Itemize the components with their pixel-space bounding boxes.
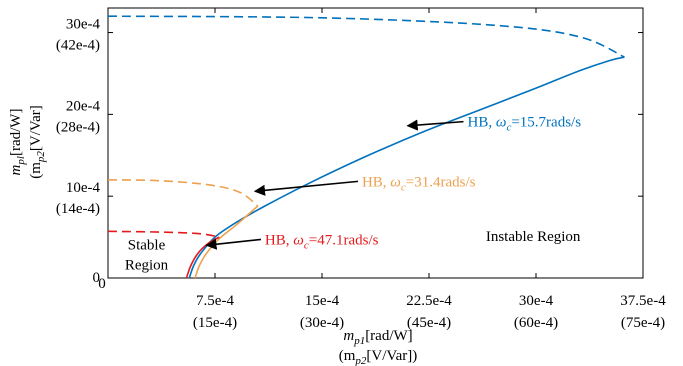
ticks-layer: 0 7.5e-4 (15e-4) 15e-4 (30e-4) 22.5e-4 (45e-4)… bbox=[56, 8, 666, 331]
y-tick-label: 0 bbox=[93, 270, 101, 286]
region-label-0: Stable bbox=[128, 237, 166, 253]
x-tick-label: 30e-4 bbox=[519, 293, 554, 309]
series-1-solid-line bbox=[194, 205, 259, 279]
annotation-arrow-2 bbox=[205, 238, 262, 250]
y-tick-label: 30e-4 bbox=[66, 17, 101, 33]
x-axis-label-alt: (mp2[V/Var]) bbox=[339, 348, 417, 366]
y-tick-sublabel: (14e-4) bbox=[56, 201, 100, 217]
annotations: HB, ωc=15.7rads/s HB, ωc=31.4rads/s HB, ωc… bbox=[125, 115, 581, 274]
series-0-solid-line bbox=[188, 56, 625, 279]
x-tick-sublabel: (15e-4) bbox=[193, 315, 237, 331]
y-tick-sublabel: (28e-4) bbox=[56, 119, 100, 135]
x-tick-sublabel: (60e-4) bbox=[514, 315, 558, 331]
series-1-dashed-line bbox=[107, 179, 259, 207]
x-tick-sublabel: (30e-4) bbox=[300, 315, 344, 331]
x-axis-label: mp1[rad/W] bbox=[343, 328, 412, 347]
y-axis-label: mpl[rad/W] bbox=[8, 109, 27, 176]
annotation-label-0: HB, ωc=15.7rads/s bbox=[468, 115, 582, 134]
x-tick-label: 7.5e-4 bbox=[196, 293, 234, 309]
x-tick-sublabel: (75e-4) bbox=[621, 315, 665, 331]
y-axis-label-alt: (mp2[V/Var] bbox=[28, 105, 47, 179]
x-tick-label: 15e-4 bbox=[305, 293, 340, 309]
x-tick-sublabel: (45e-4) bbox=[407, 315, 451, 331]
plot-frame bbox=[107, 7, 644, 279]
region-label-1: Instable Region bbox=[486, 229, 581, 245]
series-2-dashed-line bbox=[107, 230, 220, 238]
annotation-label-1: HB, ωc=31.4rads/s bbox=[362, 174, 476, 193]
annotation-arrow-0 bbox=[406, 119, 464, 131]
x-tick-label: 0 bbox=[98, 276, 106, 292]
y-axis-label-group: mpl[rad/W](mp2[V/Var] bbox=[8, 105, 47, 179]
plot-area bbox=[107, 7, 644, 279]
x-tick-label: 22.5e-4 bbox=[406, 293, 452, 309]
region-label-0: Region bbox=[125, 257, 169, 273]
axis-labels: mp1[rad/W](mp2[V/Var]) mpl[rad/W](mp2[V/V… bbox=[8, 105, 417, 366]
x-tick-label: 37.5e-4 bbox=[620, 293, 666, 309]
annotation-arrow-1 bbox=[253, 180, 359, 196]
y-tick-label: 10e-4 bbox=[66, 180, 101, 196]
annotation-label-2: HB, ωc=47.1rads/s bbox=[265, 232, 379, 251]
y-tick-label: 20e-4 bbox=[66, 98, 101, 114]
y-tick-sublabel: (42e-4) bbox=[56, 38, 100, 54]
series-0-dashed-line bbox=[107, 15, 625, 58]
